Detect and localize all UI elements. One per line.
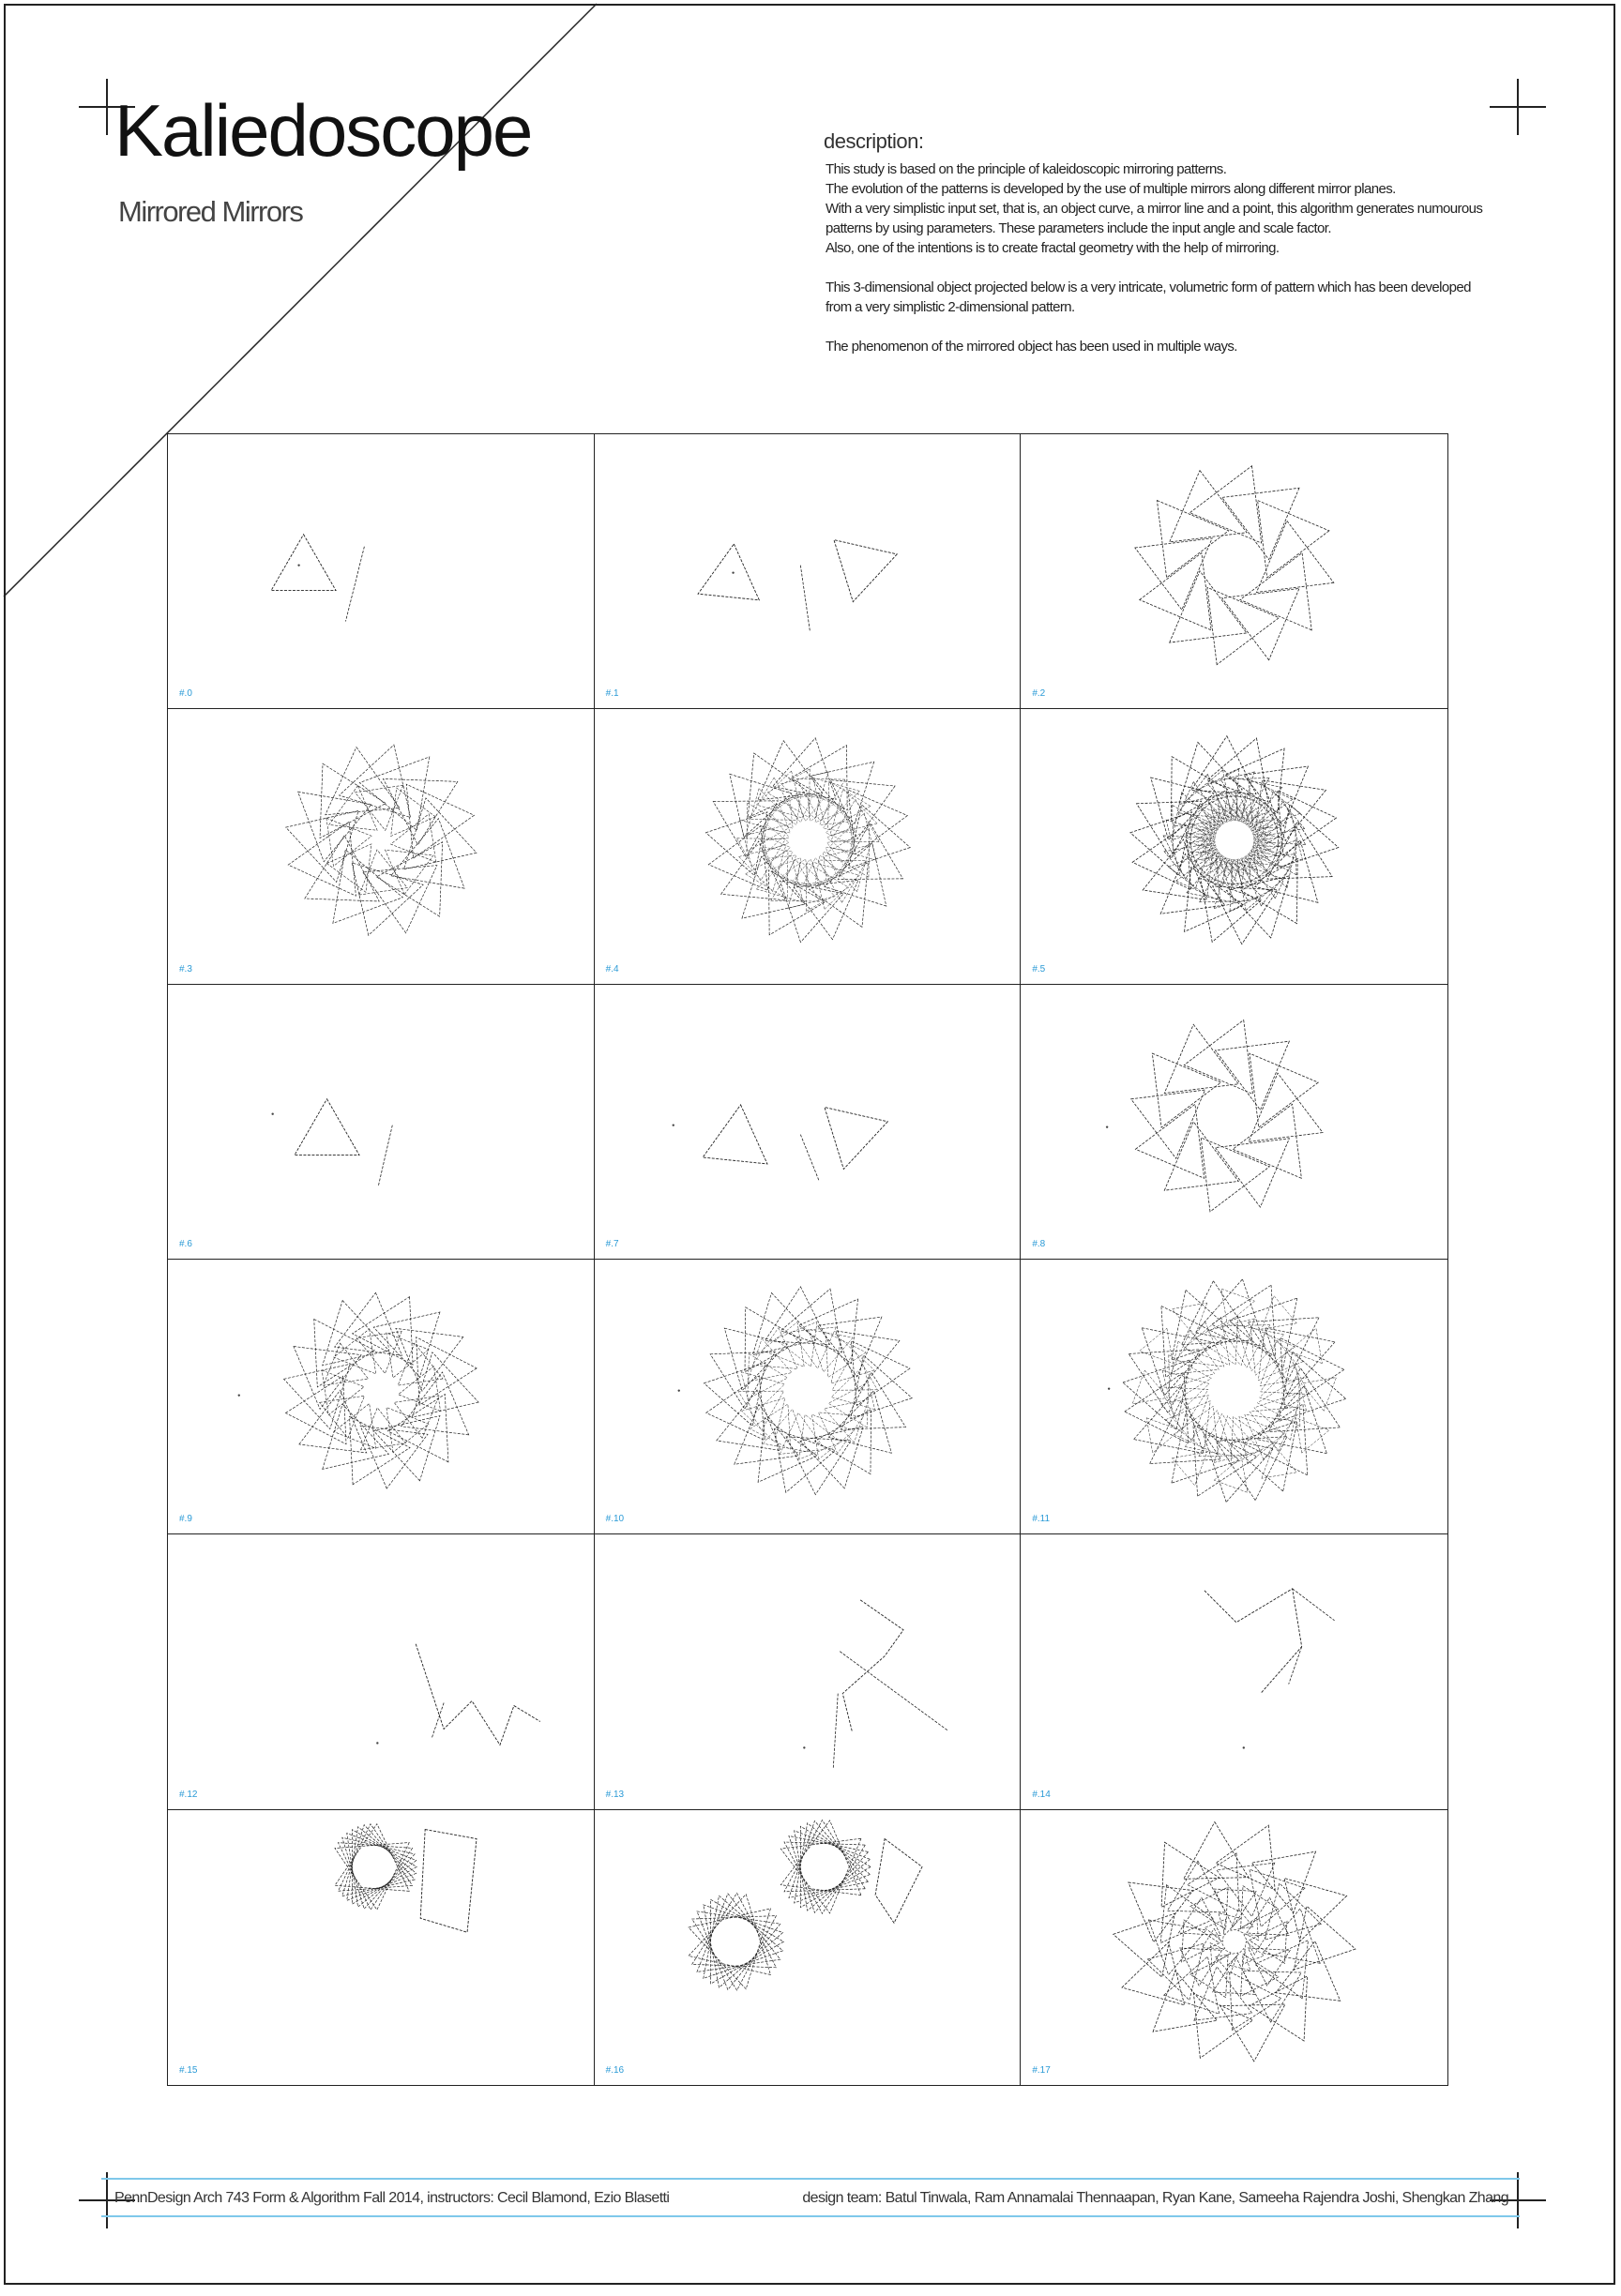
pattern-drawing	[1129, 735, 1340, 945]
crop-mark-top-left	[79, 79, 135, 135]
crop-mark-bottom-left	[79, 2172, 135, 2228]
pattern-drawing	[237, 1292, 479, 1489]
pattern-panel: #.2	[1021, 434, 1447, 710]
pattern-label: #.6	[179, 1239, 192, 1249]
pattern-label: #.10	[605, 1514, 625, 1525]
pattern-drawing	[802, 1599, 948, 1769]
pattern-panel: #.13	[594, 1534, 1022, 1810]
pattern-label: #.14	[1032, 1789, 1051, 1800]
pattern-drawing	[334, 1822, 477, 1933]
pattern-label: #.16	[605, 2065, 625, 2076]
pattern-drawing	[696, 538, 898, 631]
pattern-panel: #.1	[594, 434, 1022, 710]
pattern-panel: #.15	[168, 1809, 595, 2085]
crop-mark-top-right	[1490, 79, 1546, 135]
pattern-label: #.12	[179, 1789, 198, 1800]
pattern-panel: #.11	[1021, 1260, 1447, 1535]
pattern-drawing	[1113, 1820, 1357, 2062]
description-line: The evolution of the patterns is develop…	[826, 181, 1396, 197]
pattern-panel: #.14	[1021, 1534, 1447, 1810]
diagonal-rule	[3, 3, 598, 597]
pattern-label: #.9	[179, 1514, 192, 1525]
pattern-gallery: #.0 #.1 #.2 #.3 #.4 #.5 #.6 #.7 #.8 #.9 #.10 #.11 #.…	[167, 433, 1448, 2086]
pattern-label: #.11	[1032, 1514, 1051, 1525]
footer-rule-bottom	[101, 2215, 1520, 2217]
pattern-panel: #.5	[1021, 709, 1447, 985]
pattern-panel: #.8	[1021, 985, 1447, 1260]
pattern-panel: #.4	[594, 709, 1022, 985]
pattern-panel: #.17	[1021, 1810, 1447, 2085]
crop-mark-bottom-right	[1490, 2172, 1546, 2228]
pattern-label: #.3	[179, 963, 192, 974]
pattern-drawing	[285, 744, 477, 937]
pattern-panel: #.16	[595, 1809, 1022, 2085]
pattern-panel: #.7	[594, 984, 1022, 1260]
pattern-label: #.17	[1032, 2065, 1051, 2076]
pattern-drawing	[1134, 464, 1335, 666]
description-line: patterns by using parameters. These para…	[826, 220, 1332, 236]
pattern-drawing	[704, 737, 911, 944]
pattern-label: #.8	[1032, 1239, 1046, 1249]
description-line: This 3-dimensional object projected belo…	[826, 279, 1471, 295]
pattern-panel: #.12	[168, 1534, 595, 1810]
pattern-panel: #.6	[168, 984, 595, 1260]
pattern-panel: #.3	[168, 709, 595, 985]
pattern-panel: #.0	[168, 434, 595, 710]
description-line: from a very simplistic 2-dimensional pat…	[826, 299, 1075, 315]
page-frame	[4, 4, 1615, 2285]
footer-rule-top	[101, 2178, 1520, 2180]
pattern-drawing	[677, 1286, 913, 1496]
pattern-label: #.13	[605, 1789, 625, 1800]
pattern-drawing	[672, 1103, 888, 1182]
pattern-drawing	[376, 1643, 541, 1746]
pattern-label: #.0	[179, 688, 192, 700]
pattern-drawing	[1108, 1278, 1347, 1503]
pattern-panel: #.9	[168, 1260, 595, 1535]
pattern-label: #.15	[179, 2065, 198, 2076]
pattern-drawing	[270, 533, 365, 622]
description-line: The phenomenon of the mirrored object ha…	[826, 339, 1237, 355]
description-body: This study is based on the principle of …	[826, 159, 1538, 356]
pattern-panel: #.10	[594, 1260, 1022, 1535]
page-title: Kaliedoscope	[114, 89, 533, 172]
pattern-drawing	[687, 1819, 923, 1991]
description-line: With a very simplistic input set, that i…	[826, 201, 1483, 217]
pattern-label: #.7	[605, 1239, 619, 1249]
pattern-drawing	[1106, 1019, 1325, 1213]
pattern-label: #.5	[1032, 963, 1046, 974]
description-line: Also, one of the intentions is to create…	[826, 240, 1280, 256]
pattern-drawing	[271, 1097, 393, 1186]
description-line: This study is based on the principle of …	[826, 161, 1227, 177]
footer-design-team: design team: Batul Tinwala, Ram Annamala…	[802, 2190, 1508, 2206]
pattern-label: #.2	[1032, 688, 1046, 700]
pattern-label: #.4	[605, 963, 619, 974]
pattern-drawing	[1204, 1588, 1336, 1750]
description-heading: description:	[824, 129, 924, 153]
pattern-label: #.1	[605, 688, 619, 700]
footer-course-credit: PennDesign Arch 743 Form & Algorithm Fal…	[114, 2190, 670, 2206]
page-subtitle: Mirrored Mirrors	[118, 195, 304, 228]
